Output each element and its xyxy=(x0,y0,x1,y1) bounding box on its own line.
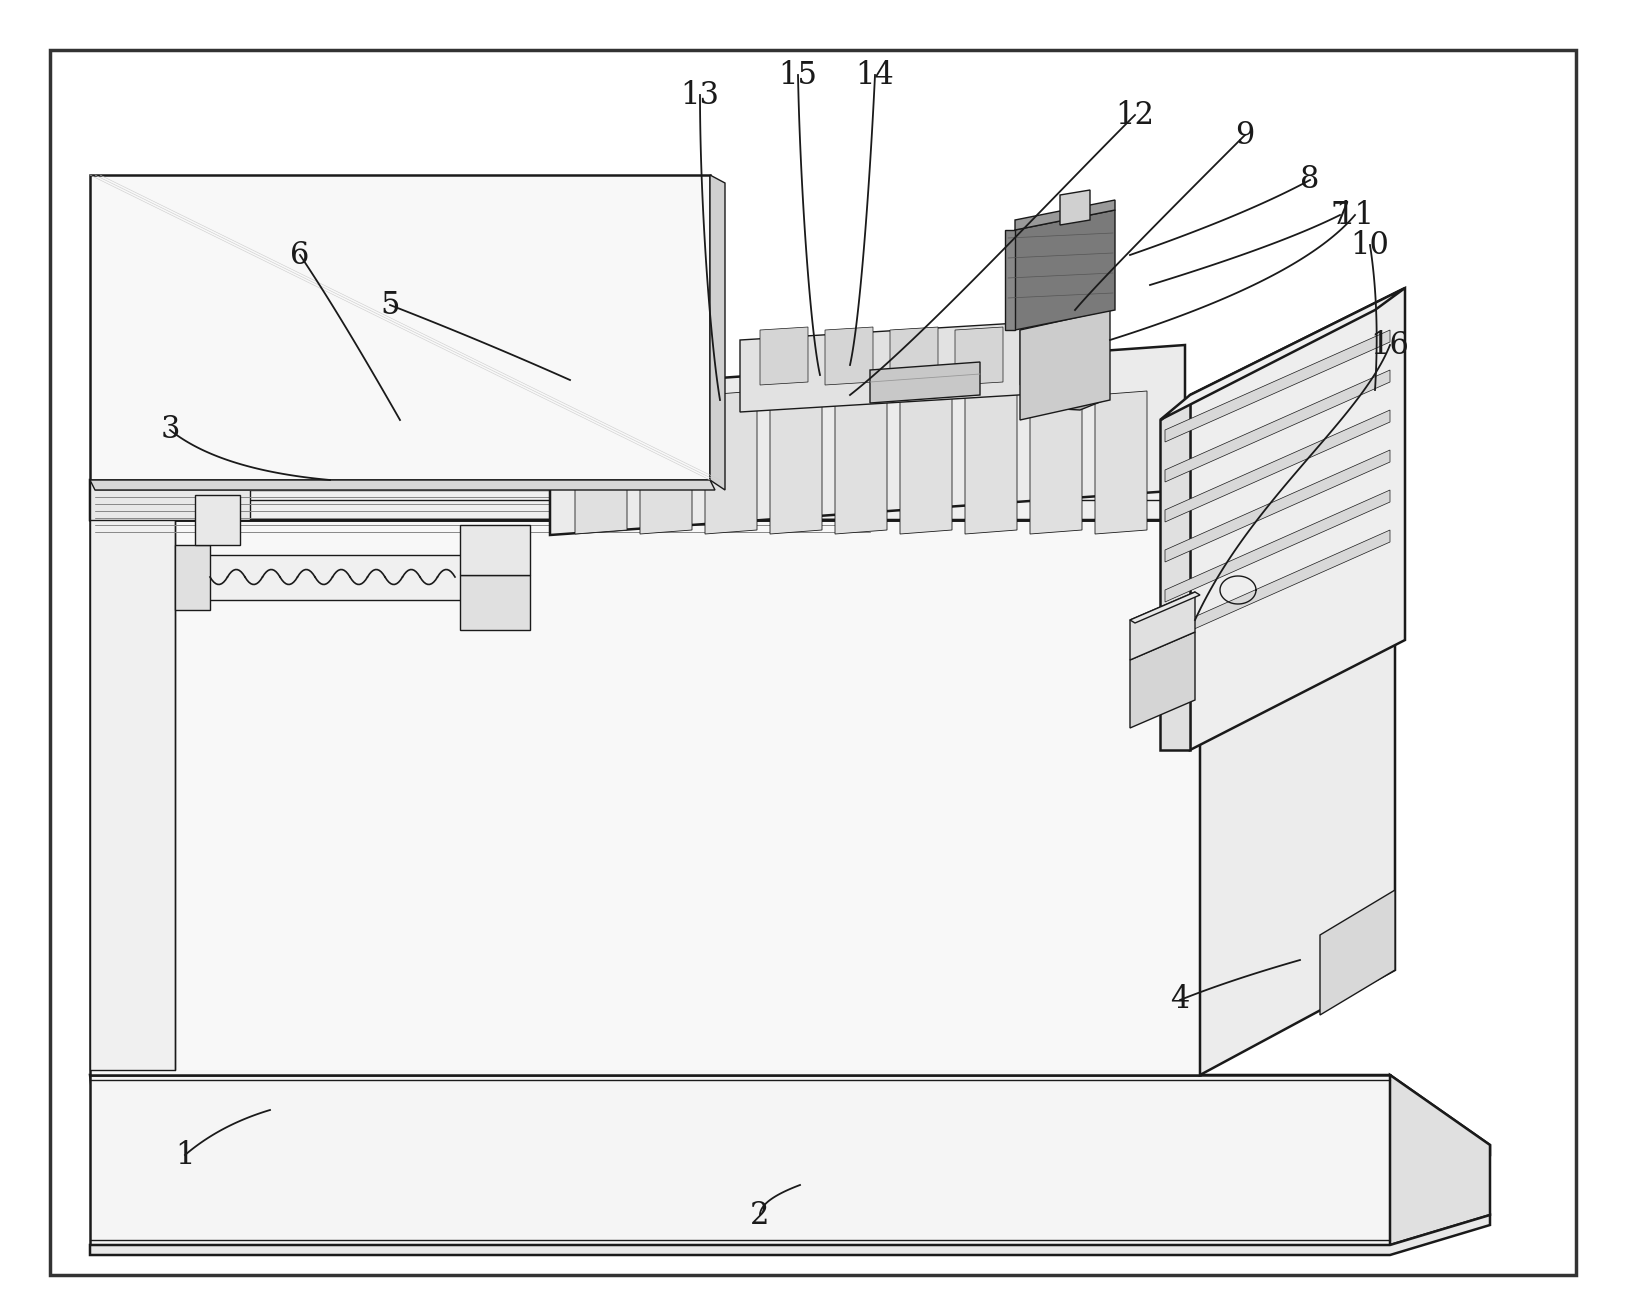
Polygon shape xyxy=(1159,395,1190,750)
Polygon shape xyxy=(576,391,628,534)
Polygon shape xyxy=(641,391,693,534)
Polygon shape xyxy=(1200,375,1395,520)
Polygon shape xyxy=(759,327,808,385)
Polygon shape xyxy=(1159,288,1405,420)
Polygon shape xyxy=(1390,1074,1489,1245)
Polygon shape xyxy=(889,327,938,385)
Text: 9: 9 xyxy=(1236,119,1255,150)
Text: 6: 6 xyxy=(291,240,309,271)
Polygon shape xyxy=(89,1074,1489,1155)
Polygon shape xyxy=(1164,369,1390,482)
Polygon shape xyxy=(89,480,715,490)
Polygon shape xyxy=(1029,391,1081,534)
Polygon shape xyxy=(1130,632,1195,728)
Polygon shape xyxy=(1164,450,1390,562)
Polygon shape xyxy=(954,327,1003,385)
Polygon shape xyxy=(1190,288,1405,750)
Text: 7: 7 xyxy=(1330,200,1350,231)
Polygon shape xyxy=(1020,310,1111,420)
Polygon shape xyxy=(195,495,241,546)
Polygon shape xyxy=(870,362,980,403)
Text: 14: 14 xyxy=(855,60,894,91)
Polygon shape xyxy=(89,480,176,1070)
Polygon shape xyxy=(1130,592,1200,623)
Text: 13: 13 xyxy=(681,79,719,110)
Polygon shape xyxy=(89,480,1200,520)
Polygon shape xyxy=(1020,327,1068,385)
Polygon shape xyxy=(1200,415,1395,1074)
Polygon shape xyxy=(89,375,1395,520)
Polygon shape xyxy=(711,175,725,490)
Polygon shape xyxy=(176,546,210,610)
Polygon shape xyxy=(460,575,530,630)
Polygon shape xyxy=(1164,530,1390,642)
Polygon shape xyxy=(1164,490,1390,603)
Polygon shape xyxy=(771,391,823,534)
Polygon shape xyxy=(550,345,1185,535)
Polygon shape xyxy=(964,391,1016,534)
Text: 16: 16 xyxy=(1371,329,1410,360)
Polygon shape xyxy=(706,391,758,534)
Polygon shape xyxy=(1094,391,1146,534)
Polygon shape xyxy=(1055,305,1085,400)
Polygon shape xyxy=(1164,330,1390,442)
Polygon shape xyxy=(1046,390,1106,410)
Polygon shape xyxy=(836,391,888,534)
Polygon shape xyxy=(460,525,530,575)
Polygon shape xyxy=(1164,410,1390,522)
Polygon shape xyxy=(1015,200,1115,229)
Text: 4: 4 xyxy=(1171,985,1190,1016)
Polygon shape xyxy=(89,175,711,480)
Polygon shape xyxy=(89,1074,1390,1245)
Text: 3: 3 xyxy=(161,415,180,446)
Polygon shape xyxy=(901,391,951,534)
Polygon shape xyxy=(1015,210,1115,330)
Polygon shape xyxy=(824,327,873,385)
Polygon shape xyxy=(89,480,250,520)
Text: 8: 8 xyxy=(1301,165,1320,196)
Polygon shape xyxy=(195,555,465,600)
Text: 15: 15 xyxy=(779,60,818,91)
Polygon shape xyxy=(89,1216,1489,1255)
Polygon shape xyxy=(1130,592,1195,660)
Text: 12: 12 xyxy=(1115,100,1154,131)
Text: 2: 2 xyxy=(750,1200,769,1230)
Polygon shape xyxy=(89,520,1200,1074)
Polygon shape xyxy=(1060,191,1089,226)
Text: 1: 1 xyxy=(176,1139,195,1170)
Polygon shape xyxy=(740,318,1101,412)
Polygon shape xyxy=(1320,890,1395,1015)
Text: 11: 11 xyxy=(1335,200,1374,231)
Text: 5: 5 xyxy=(380,289,400,320)
Polygon shape xyxy=(1005,229,1015,330)
Text: 10: 10 xyxy=(1351,229,1390,260)
